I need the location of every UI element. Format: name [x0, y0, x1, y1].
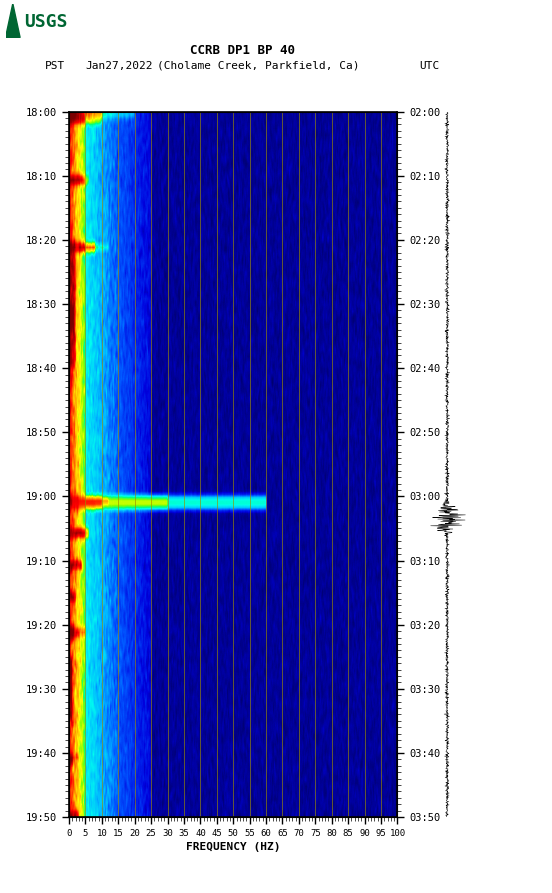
- Text: PST: PST: [45, 61, 66, 71]
- Polygon shape: [6, 4, 20, 38]
- Text: (Cholame Creek, Parkfield, Ca): (Cholame Creek, Parkfield, Ca): [157, 61, 360, 71]
- Text: USGS: USGS: [24, 13, 67, 31]
- X-axis label: FREQUENCY (HZ): FREQUENCY (HZ): [186, 842, 280, 852]
- Text: UTC: UTC: [420, 61, 440, 71]
- Text: Jan27,2022: Jan27,2022: [86, 61, 153, 71]
- Text: CCRB DP1 BP 40: CCRB DP1 BP 40: [190, 44, 295, 57]
